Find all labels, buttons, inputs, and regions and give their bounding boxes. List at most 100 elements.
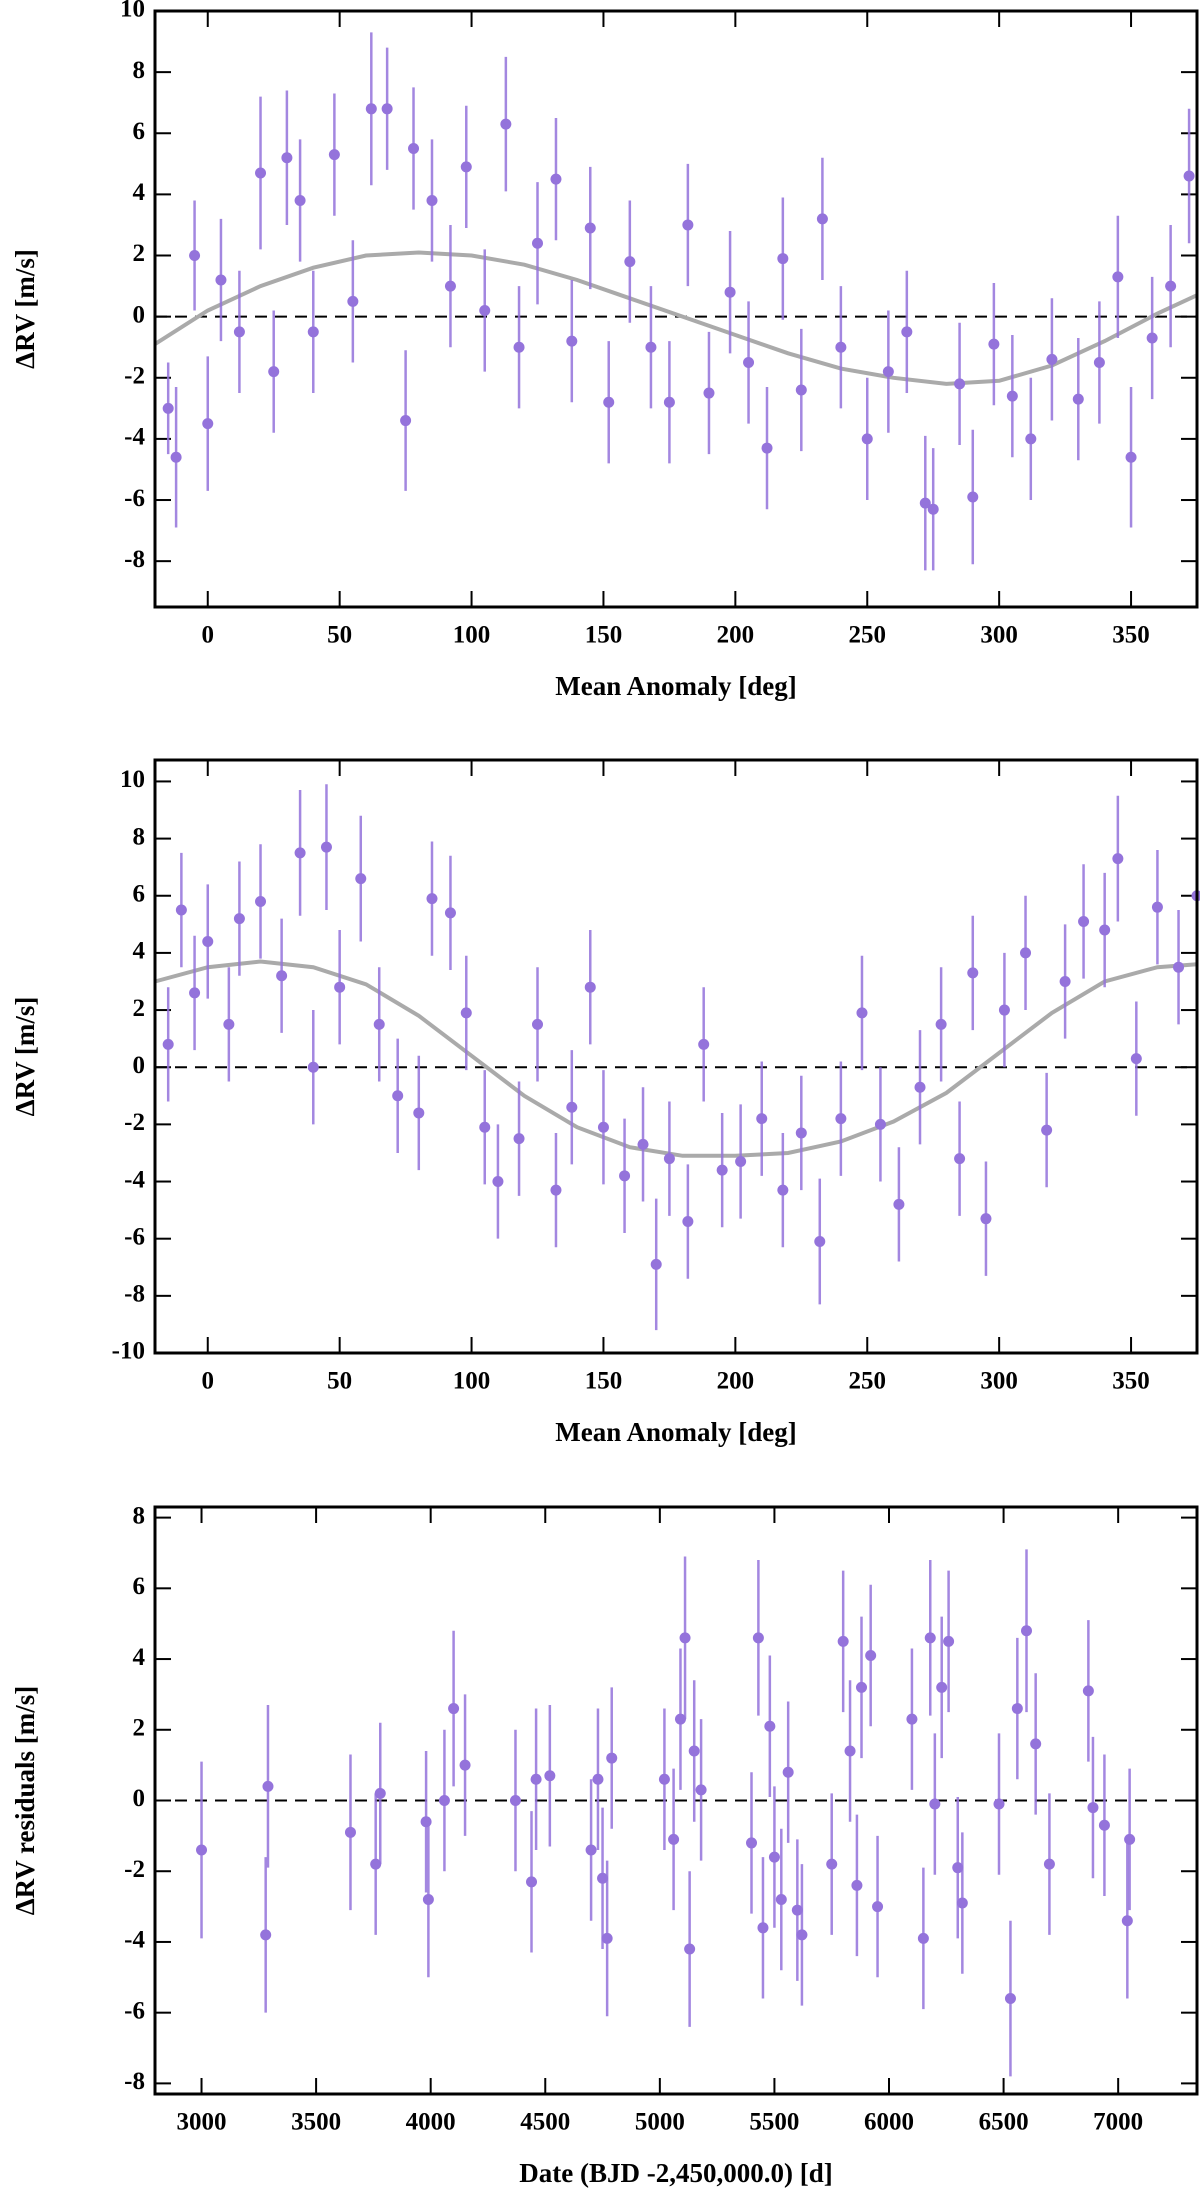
- data-point: [1043, 1858, 1055, 1870]
- data-point: [764, 1720, 776, 1732]
- y-tick-label: -10: [112, 1338, 145, 1365]
- data-point: [835, 341, 847, 353]
- data-point: [956, 1897, 968, 1909]
- data-point: [365, 103, 377, 115]
- data-point: [592, 1773, 604, 1785]
- data-point: [967, 491, 979, 503]
- x-tick-label: 150: [585, 1368, 623, 1395]
- data-point: [479, 305, 491, 317]
- data-point: [373, 1018, 385, 1030]
- data-point: [597, 1121, 609, 1133]
- y-tick-label: 2: [133, 240, 146, 267]
- data-point: [328, 149, 340, 161]
- data-point: [448, 1703, 460, 1715]
- data-point: [294, 847, 306, 859]
- data-point: [865, 1650, 877, 1662]
- data-point: [1025, 433, 1037, 445]
- data-point: [856, 1681, 868, 1693]
- data-point: [674, 1713, 686, 1725]
- x-tick-label: 5000: [635, 2109, 685, 2136]
- data-point: [374, 1787, 386, 1799]
- data-point: [826, 1858, 838, 1870]
- data-point: [347, 295, 359, 307]
- data-point: [1151, 901, 1163, 913]
- y-tick-label: 4: [133, 179, 146, 206]
- x-tick-label: 50: [327, 1368, 352, 1395]
- data-point: [795, 1127, 807, 1139]
- x-tick-label: 350: [1112, 1368, 1150, 1395]
- x-tick-label: 300: [980, 622, 1018, 649]
- data-point: [645, 341, 657, 353]
- data-point: [601, 1932, 613, 1944]
- data-point: [584, 222, 596, 234]
- x-tick-label: 250: [849, 622, 887, 649]
- y-tick-label: -6: [124, 485, 145, 512]
- data-point: [420, 1816, 432, 1828]
- data-point: [1124, 1833, 1136, 1845]
- y-tick-label: 0: [133, 301, 146, 328]
- data-point: [993, 1798, 1005, 1810]
- data-point: [684, 1943, 696, 1955]
- fit-curve: [153, 250, 1198, 386]
- data-point: [255, 895, 267, 907]
- y-tick-label: 8: [133, 57, 146, 84]
- data-point: [724, 286, 736, 298]
- data-point: [281, 152, 293, 164]
- data-point: [757, 1922, 769, 1934]
- data-point: [438, 1795, 450, 1806]
- data-point: [355, 873, 367, 885]
- data-point: [650, 1258, 662, 1270]
- x-tick-label: 4500: [520, 2109, 570, 2136]
- y-tick-label: -6: [124, 1223, 145, 1250]
- data-point: [658, 1773, 670, 1785]
- data-point: [307, 1061, 319, 1073]
- data-point: [835, 1113, 847, 1125]
- data-point: [761, 442, 773, 454]
- x-tick-label: 100: [453, 622, 491, 649]
- data-point: [967, 967, 979, 979]
- x-tick-label: 50: [327, 622, 352, 649]
- data-point: [814, 1236, 826, 1248]
- y-tick-label: 6: [133, 1573, 146, 1600]
- data-point: [426, 893, 438, 905]
- data-point: [716, 1164, 728, 1176]
- y-tick-label: 8: [133, 823, 146, 850]
- data-point: [791, 1904, 803, 1916]
- x-tick-label: 150: [585, 622, 623, 649]
- data-point: [851, 1879, 863, 1891]
- data-point: [1093, 356, 1105, 368]
- data-point: [998, 1004, 1010, 1016]
- data-point: [444, 907, 456, 919]
- data-point: [459, 1759, 471, 1771]
- data-point: [1099, 924, 1111, 936]
- y-axis-label: ΔRV [m/s]: [10, 249, 40, 369]
- data-point: [233, 913, 245, 925]
- x-tick-label: 3000: [177, 2109, 227, 2136]
- data-point: [796, 1929, 808, 1941]
- data-point: [1041, 1124, 1053, 1136]
- data-point: [844, 1745, 856, 1757]
- data-point: [679, 1632, 691, 1644]
- data-point: [698, 1038, 710, 1050]
- x-tick-label: 300: [980, 1368, 1018, 1395]
- data-point: [255, 167, 267, 179]
- data-point: [223, 1018, 235, 1030]
- data-point: [1006, 390, 1018, 402]
- y-tick-label: -8: [124, 546, 145, 573]
- data-point: [624, 256, 636, 268]
- data-point: [1072, 393, 1084, 405]
- data-point: [170, 451, 182, 463]
- x-tick-label: 6500: [979, 2109, 1029, 2136]
- data-point: [400, 415, 412, 427]
- data-point: [837, 1635, 849, 1647]
- data-point: [924, 1632, 936, 1644]
- data-point: [1046, 353, 1058, 365]
- y-tick-label: -4: [124, 424, 145, 451]
- y-axis-label: ΔRV [m/s]: [10, 997, 40, 1117]
- data-point: [460, 1007, 472, 1019]
- y-tick-label: -8: [124, 1281, 145, 1308]
- data-point: [413, 1107, 425, 1119]
- x-tick-label: 5500: [749, 2109, 799, 2136]
- data-point: [893, 1198, 905, 1210]
- x-tick-label: 7000: [1093, 2109, 1143, 2136]
